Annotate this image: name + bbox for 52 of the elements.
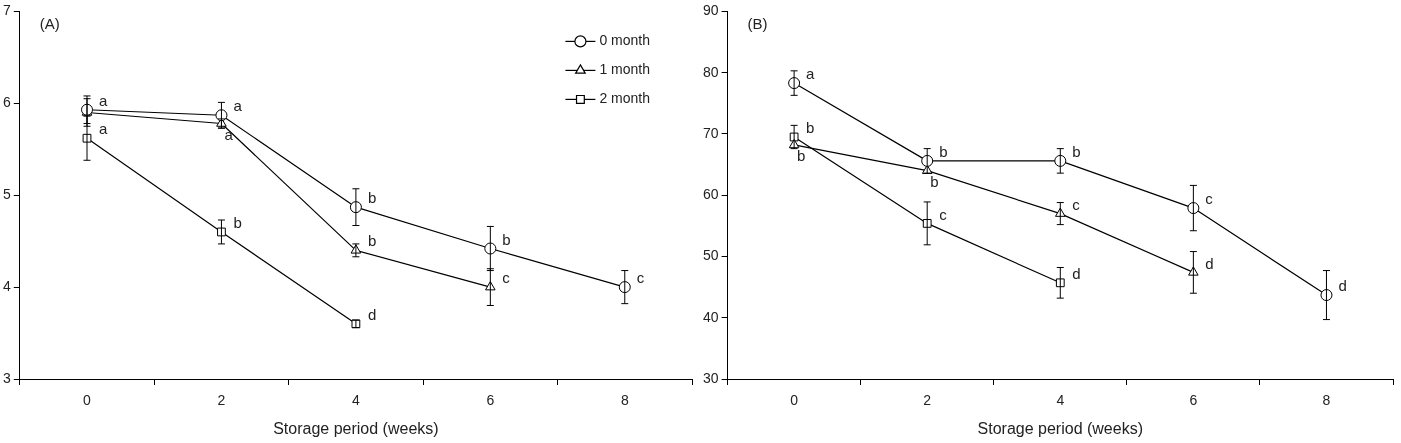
x-tick-label: 6 bbox=[486, 392, 495, 409]
x-tick-label: 0 bbox=[83, 392, 92, 409]
annotation: d bbox=[1205, 254, 1214, 272]
annotation: a bbox=[224, 125, 234, 143]
y-tick-label: 90 bbox=[702, 2, 719, 19]
chart-title: (B) bbox=[747, 15, 768, 33]
y-tick-label: 4 bbox=[2, 277, 11, 294]
annotation: a bbox=[99, 120, 109, 138]
annotation: b bbox=[367, 189, 377, 207]
y-tick-label: 3 bbox=[2, 369, 11, 386]
x-axis-title: Storage period (weeks) bbox=[273, 419, 439, 437]
x-tick-label: 8 bbox=[620, 392, 629, 409]
y-tick-label: 6 bbox=[2, 94, 11, 111]
annotation: b bbox=[930, 172, 939, 190]
annotation: c bbox=[1072, 195, 1081, 213]
annotation: b bbox=[797, 147, 806, 165]
annotation: c bbox=[1205, 190, 1214, 208]
x-tick-label: 2 bbox=[923, 392, 932, 409]
chart-title: (A) bbox=[39, 15, 60, 33]
y-tick-label: 30 bbox=[702, 369, 719, 386]
x-tick-label: 4 bbox=[351, 392, 360, 409]
annotation: d bbox=[367, 306, 377, 323]
y-tick-label: 80 bbox=[702, 63, 719, 80]
annotation: c bbox=[636, 269, 645, 287]
x-tick-label: 6 bbox=[1189, 392, 1198, 409]
y-tick-label: 5 bbox=[2, 186, 11, 203]
annotation: a bbox=[233, 97, 243, 115]
annotation: d bbox=[1338, 277, 1347, 295]
x-tick-label: 2 bbox=[217, 392, 226, 409]
y-tick-label: 40 bbox=[702, 308, 719, 325]
annotation: b bbox=[806, 119, 815, 137]
x-tick-label: 8 bbox=[1322, 392, 1331, 409]
legend-label: 2 month bbox=[599, 90, 651, 107]
y-tick-label: 7 bbox=[2, 2, 11, 19]
annotation: b bbox=[233, 214, 242, 232]
annotation: b bbox=[367, 232, 377, 250]
annotation: b bbox=[1072, 143, 1081, 161]
annotation: a bbox=[99, 91, 109, 109]
legend-label: 1 month bbox=[599, 61, 651, 78]
x-tick-label: 0 bbox=[790, 392, 799, 409]
x-axis-title: Storage period (weeks) bbox=[977, 419, 1143, 437]
y-tick-label: 70 bbox=[702, 124, 719, 141]
legend-label: 0 month bbox=[599, 32, 651, 49]
y-tick-label: 50 bbox=[702, 247, 719, 264]
y-tick-label: 60 bbox=[702, 186, 719, 203]
annotation: b bbox=[502, 230, 511, 248]
annotation: d bbox=[1072, 264, 1081, 282]
annotation: b bbox=[939, 143, 948, 161]
annotation: c bbox=[502, 269, 511, 287]
annotation: c bbox=[939, 205, 948, 223]
annotation: a bbox=[806, 65, 816, 83]
x-tick-label: 4 bbox=[1056, 392, 1065, 409]
